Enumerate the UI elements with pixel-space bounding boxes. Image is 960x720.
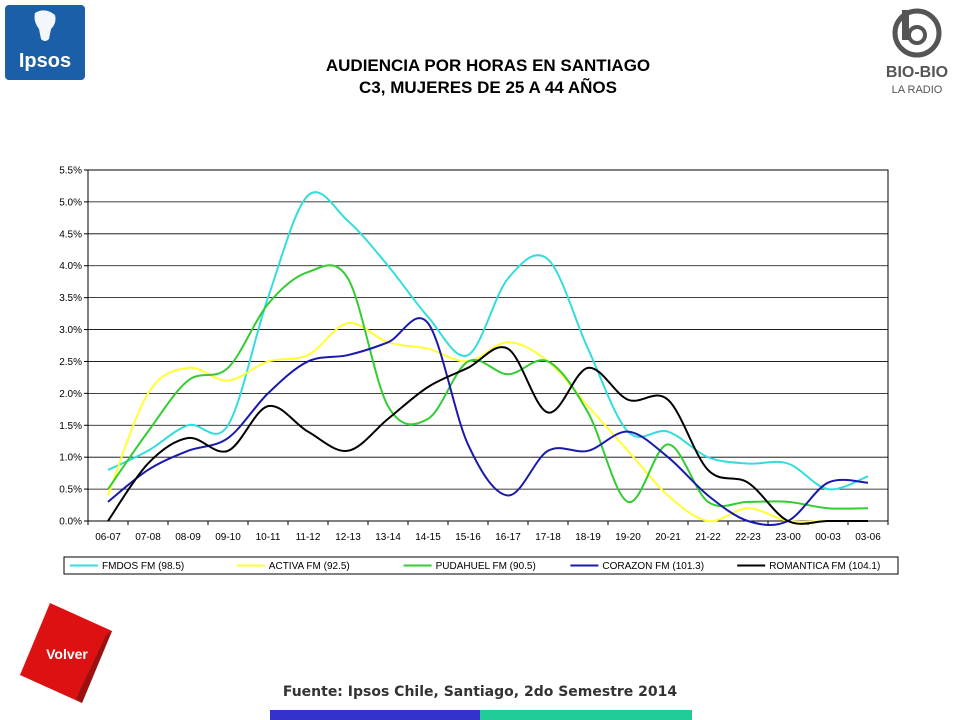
x-tick-label: 13-14 [375, 532, 401, 543]
x-tick-label: 22-23 [735, 532, 761, 543]
y-tick-label: 2.5% [59, 357, 82, 368]
volver-button[interactable]: Volver [20, 603, 120, 703]
x-tick-label: 17-18 [535, 532, 561, 543]
title-line-2: C3, MUJERES DE 25 A 44 AÑOS [359, 78, 617, 97]
y-tick-label: 4.5% [59, 229, 82, 240]
x-tick-label: 21-22 [695, 532, 721, 543]
y-tick-label: 0.5% [59, 485, 82, 496]
x-tick-label: 00-03 [815, 532, 841, 543]
y-tick-label: 3.5% [59, 293, 82, 304]
x-tick-label: 16-17 [495, 532, 521, 543]
x-tick-label: 09-10 [215, 532, 241, 543]
page-title: AUDIENCIA POR HORAS EN SANTIAGO C3, MUJE… [0, 55, 960, 99]
plot-area [87, 169, 889, 522]
ipsos-logo: Ipsos [5, 5, 85, 80]
x-tick-label: 12-13 [335, 532, 361, 543]
series-line [107, 322, 868, 523]
x-tick-label: 06-07 [95, 532, 121, 543]
x-tick-label: 18-19 [575, 532, 601, 543]
y-tick-label: 0.0% [59, 517, 82, 528]
x-tick-label: 10-11 [256, 532, 281, 543]
footer-bar-blue [270, 710, 480, 720]
x-tick-label: 20-21 [655, 532, 681, 543]
biobio-logo-subtext: LA RADIO [892, 84, 943, 96]
legend-label: CORAZON FM (101.3) [602, 561, 704, 572]
y-tick-label: 5.5% [59, 166, 82, 177]
y-tick-label: 2.0% [59, 389, 82, 400]
x-tick-label: 19-20 [615, 532, 641, 543]
legend-label: PUDAHUEL FM (90.5) [436, 561, 536, 572]
source-note: Fuente: Ipsos Chile, Santiago, 2do Semes… [282, 684, 678, 700]
audience-line-chart: 0.0% 0.5% 1.0% 1.5% 2.0% 2.5% 3.0% 3.5% 4.0% 4.5%… [40, 155, 904, 585]
legend-label: FMDOS FM (98.5) [102, 561, 184, 572]
x-tick-label: 07-08 [135, 532, 161, 543]
legend-label: ROMANTICA FM (104.1) [769, 561, 880, 572]
series-line [107, 346, 868, 525]
footer-bar-green [480, 710, 692, 720]
y-tick-label: 3.0% [59, 325, 82, 336]
y-tick-label: 5.0% [59, 197, 82, 208]
y-tick-label: 1.0% [59, 453, 82, 464]
legend-label: ACTIVA FM (92.5) [269, 561, 350, 572]
biobio-logo-text: BIO-BIO [886, 64, 948, 81]
y-tick-label: 1.5% [59, 421, 82, 432]
ipsos-logo-text: Ipsos [19, 50, 71, 72]
biobio-logo: BIO-BIO LA RADIO [880, 5, 955, 100]
x-tick-label: 11-12 [296, 532, 321, 543]
x-tick-label: 08-09 [175, 532, 201, 543]
y-tick-label: 4.0% [59, 261, 82, 272]
volver-label: Volver [46, 646, 88, 662]
series-line [107, 264, 869, 510]
x-tick-label: 03-06 [855, 532, 881, 543]
x-tick-label: 15-16 [455, 532, 481, 543]
title-line-1: AUDIENCIA POR HORAS EN SANTIAGO [325, 56, 651, 75]
series-line [107, 317, 869, 526]
series-line [107, 191, 869, 491]
x-tick-label: 14-15 [415, 532, 441, 543]
legend [63, 556, 899, 575]
x-tick-label: 23-00 [775, 532, 801, 543]
chart-svg: 0.0% 0.5% 1.0% 1.5% 2.0% 2.5% 3.0% 3.5% 4.0% 4.5%… [59, 166, 899, 575]
